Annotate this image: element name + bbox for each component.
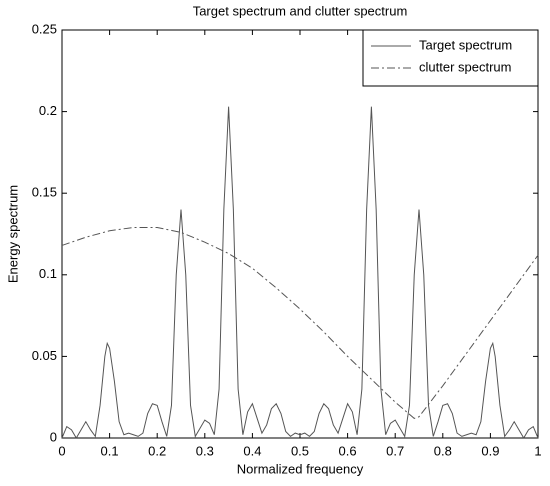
y-tick-label: 0.05 [32,348,57,363]
plot-frame [61,29,539,439]
x-tick-label: 0 [58,443,65,458]
y-tick-label: 0.1 [39,266,57,281]
x-tick-label: 0.4 [243,443,261,458]
series-line [61,226,539,419]
x-tick-label: 0.7 [386,443,404,458]
x-tick-label: 0.6 [339,443,357,458]
x-tick-label: 1 [534,443,541,458]
legend-label: Target spectrum [419,37,512,52]
legend-box [362,29,539,87]
x-tick-label: 0.3 [196,443,214,458]
series-line [61,106,539,439]
x-tick-label: 0.2 [148,443,166,458]
chart-title: Target spectrum and clutter spectrum [193,3,408,18]
y-tick-label: 0.15 [32,185,57,200]
legend-label: clutter spectrum [419,59,511,74]
x-tick-label: 0.9 [481,443,499,458]
y-tick-label: 0.2 [39,103,57,118]
x-axis-label: Normalized frequency [237,461,364,476]
x-tick-label: 0.5 [291,443,309,458]
x-tick-label: 0.1 [101,443,119,458]
y-tick-label: 0 [50,429,57,444]
y-axis-label: Energy spectrum [5,185,20,283]
y-tick-label: 0.25 [32,21,57,36]
x-tick-label: 0.8 [434,443,452,458]
